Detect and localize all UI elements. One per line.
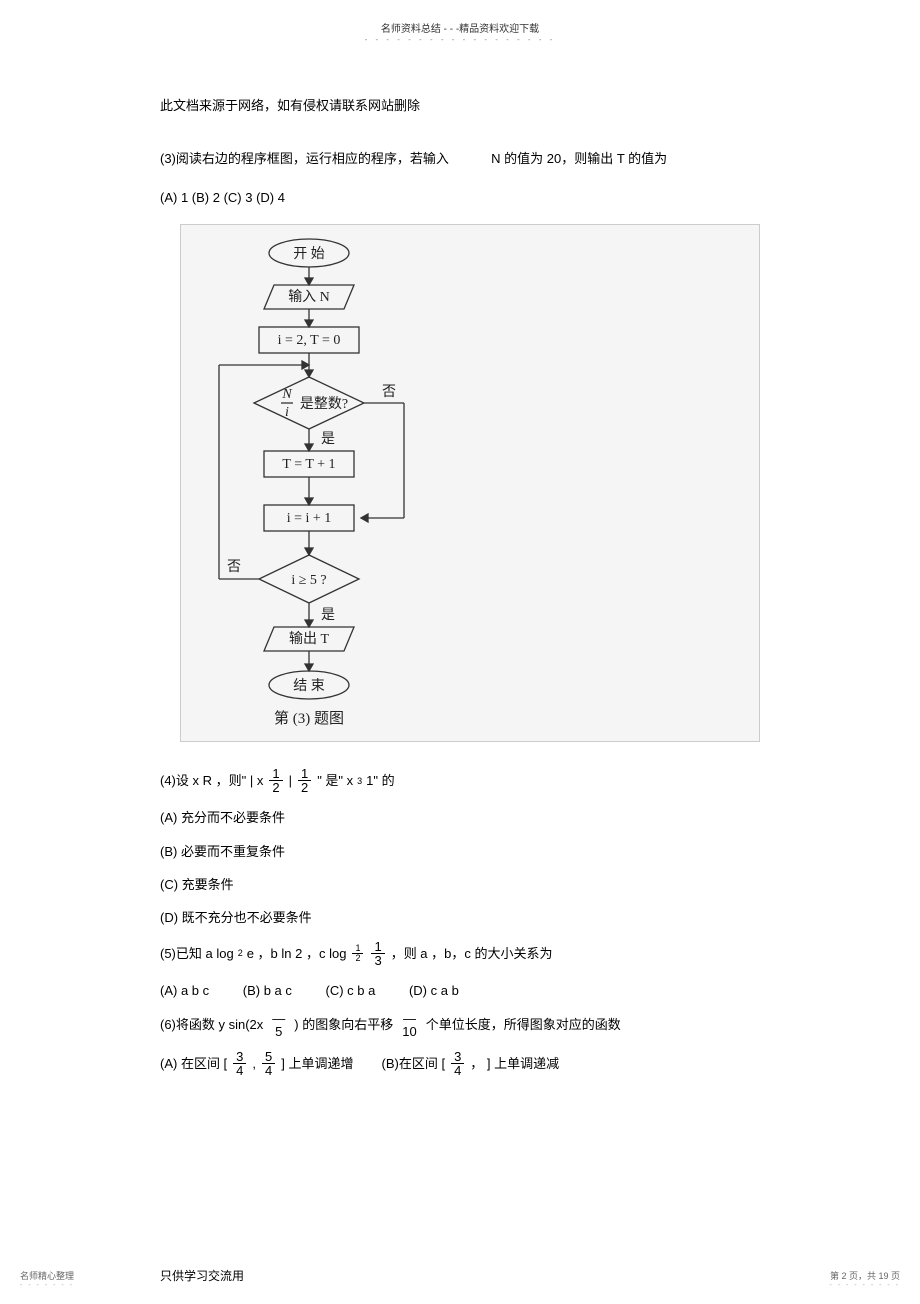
q4-optD: (D) 既不充分也不必要条件 <box>160 906 760 929</box>
svg-text:i = 2, T = 0: i = 2, T = 0 <box>278 333 341 348</box>
corner-left: 名师精心整理 - - - - - - - <box>20 1269 74 1289</box>
q5-frac: 1 3 <box>371 940 384 967</box>
page-header: 名师资料总结 - - -精品资料欢迎下载 - - - - - - - - - -… <box>0 0 920 44</box>
q6-suffix: 个单位长度，所得图象对应的函数 <box>426 1013 621 1036</box>
svg-text:T = T + 1: T = T + 1 <box>282 457 335 472</box>
question-5: (5)已知 a log 2 e ，b ln 2 ，c log 1 2 1 3 ，… <box>160 940 760 967</box>
q3-text-a: (3)阅读右边的程序框图，运行相应的程序，若输入 <box>160 151 449 166</box>
q5-suffix: ，则 a ，b，c 的大小关系为 <box>391 942 553 965</box>
q6-optB-f1: 3 4 <box>451 1050 464 1077</box>
question-4: (4)设 x R ，则" | x 1 2 | 1 2 " 是" x 3 1" 的 <box>160 767 760 794</box>
q6-mid: ) 的图象向右平移 <box>294 1013 393 1036</box>
svg-text:是: 是 <box>321 608 335 623</box>
q6-optA-f2: 5 4 <box>262 1050 275 1077</box>
q5-prefix: (5)已知 a log <box>160 942 234 965</box>
q5-sub-frac: 1 2 <box>352 944 363 963</box>
question-6: (6)将函数 y sin(2x — 5 ) 的图象向右平移 — 10 个单位长度… <box>160 1012 760 1038</box>
question-3: (3)阅读右边的程序框图，运行相应的程序，若输入 N 的值为 20，则输出 T … <box>160 147 760 170</box>
q4-optA: (A) 充分而不必要条件 <box>160 806 760 829</box>
header-dashes: - - - - - - - - - - - - - - - - - - <box>0 35 920 44</box>
main-content: 此文档来源于网络，如有侵权请联系网站删除 (3)阅读右边的程序框图，运行相应的程… <box>0 44 920 1109</box>
corner-right-dashes: - - - - - - - - - <box>829 1282 900 1289</box>
svg-text:输入 N: 输入 N <box>288 289 330 305</box>
copyright-notice: 此文档来源于网络，如有侵权请联系网站删除 <box>160 94 760 117</box>
q6-optA-mid: , <box>252 1052 256 1075</box>
page-footer: 只供学习交流用 <box>160 1267 244 1284</box>
svg-text:i: i <box>285 405 289 420</box>
q6-optA-prefix: (A) 在区间 [ <box>160 1052 227 1075</box>
q4-optC: (C) 充要条件 <box>160 873 760 896</box>
q6-optB-suffix: ， ] 上单调递减 <box>470 1052 559 1075</box>
svg-text:是整数?: 是整数? <box>300 396 348 412</box>
q4-prefix: (4)设 x R ，则" | x <box>160 769 263 792</box>
flowchart-figure: 开 始 输入 N i = 2, T = 0 N i 是整数? <box>180 224 760 742</box>
corner-right-text: 第 2 页，共 19 页 <box>829 1269 900 1282</box>
q4-mid2: " 是" x <box>317 769 353 792</box>
svg-text:结 束: 结 束 <box>293 678 325 694</box>
q4-sup: 3 <box>357 773 362 789</box>
svg-text:开 始: 开 始 <box>293 246 325 262</box>
svg-text:否: 否 <box>227 560 241 575</box>
q6-frac1: — 5 <box>269 1012 288 1038</box>
q5-sub1: 2 <box>238 945 243 961</box>
q4-frac1: 1 2 <box>269 767 282 794</box>
q6-optA-suffix: ] 上单调递增 <box>281 1052 353 1075</box>
q6-optB-prefix: (B)在区间 [ <box>382 1052 446 1075</box>
corner-left-dashes: - - - - - - - <box>20 1282 74 1289</box>
q3-text-b: N 的值为 20，则输出 T 的值为 <box>491 151 667 166</box>
svg-text:i = i + 1: i = i + 1 <box>287 511 332 526</box>
q4-frac2: 1 2 <box>298 767 311 794</box>
q6-frac2: — 10 <box>399 1012 419 1038</box>
header-title: 名师资料总结 - - -精品资料欢迎下载 <box>0 20 920 35</box>
q6-optA-f1: 3 4 <box>233 1050 246 1077</box>
q6-options: (A) 在区间 [ 3 4 , 5 4 ] 上单调递增 (B)在区间 [ 3 4… <box>160 1050 760 1077</box>
q4-suffix: 1" 的 <box>366 769 394 792</box>
flowchart-svg: 开 始 输入 N i = 2, T = 0 N i 是整数? <box>189 233 419 733</box>
q6-prefix: (6)将函数 y sin(2x <box>160 1013 263 1036</box>
q5-mid1: e ，b ln 2 ，c log <box>247 942 347 965</box>
svg-text:i ≥ 5 ?: i ≥ 5 ? <box>291 573 326 588</box>
q4-mid: | <box>289 769 292 792</box>
corner-right: 第 2 页，共 19 页 - - - - - - - - - <box>829 1269 900 1289</box>
svg-text:是: 是 <box>321 432 335 447</box>
svg-text:N: N <box>281 387 292 402</box>
q3-options: (A) 1 (B) 2 (C) 3 (D) 4 <box>160 186 760 209</box>
q4-optB: (B) 必要而不重复条件 <box>160 840 760 863</box>
q5-options: (A) a b c (B) b a c (C) c b a (D) c a b <box>160 979 760 1002</box>
svg-text:否: 否 <box>382 385 396 400</box>
svg-text:输出 T: 输出 T <box>289 631 329 647</box>
corner-left-text: 名师精心整理 <box>20 1269 74 1282</box>
svg-text:第 (3) 题图: 第 (3) 题图 <box>274 709 344 727</box>
